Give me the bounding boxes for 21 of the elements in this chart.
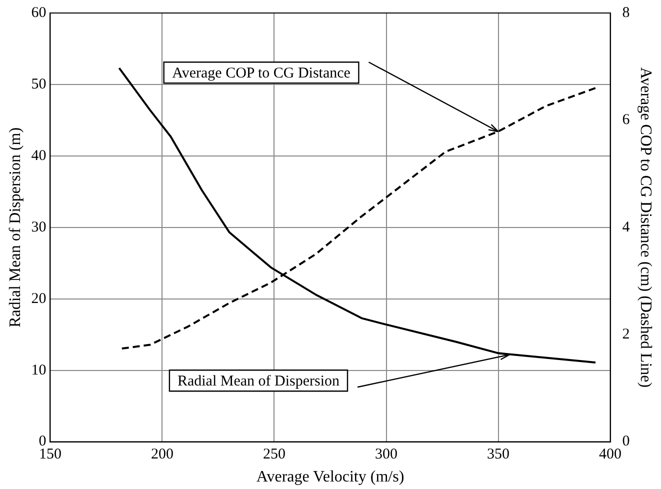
y-tick-label: 20 [31,290,46,307]
x-tick-label: 350 [487,446,510,463]
y2-tick-label: 6 [622,112,630,128]
y-tick-label: 60 [31,4,46,21]
x-tick-label: 300 [375,446,398,463]
y-tick-label: 10 [31,362,46,378]
annotation: Radial Mean of Dispersion [177,374,340,390]
y-tick-label: 40 [31,148,46,164]
y-axis-title: Radial Mean of Dispersion (m) [6,127,24,328]
y2-axis-title: Average COP to CG Distance (cm) (Dashed Line) [637,67,654,388]
y2-tick-label: 2 [622,326,630,343]
annotation: Average COP to CG Distance [172,66,351,82]
y2-tick-label: 4 [622,219,630,236]
x-tick-label: 250 [262,446,286,463]
x-axis-title: Average Velocity (m/s) [256,468,404,486]
y-tick-label: 50 [31,76,46,92]
x-tick-label: 400 [599,446,622,463]
y2-tick-label: 8 [622,4,630,21]
x-tick-label: 200 [150,446,174,463]
y2-tick-label: 0 [622,434,630,450]
y-tick-label: 30 [31,219,46,236]
